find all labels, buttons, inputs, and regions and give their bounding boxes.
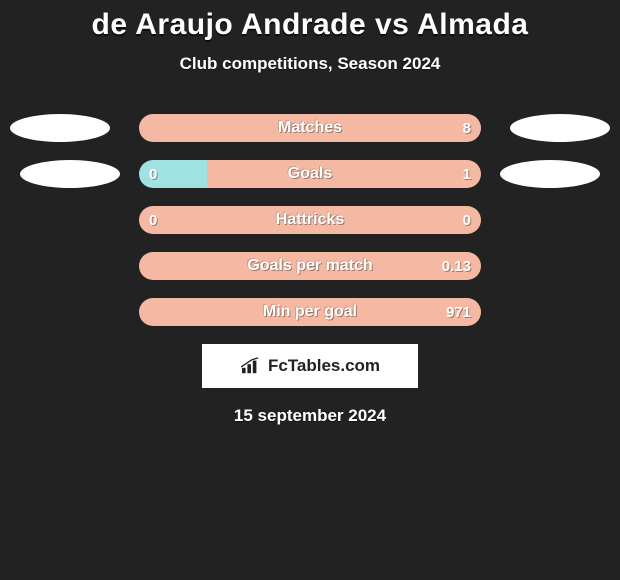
bar-segment-left bbox=[139, 160, 207, 188]
bar-chart-icon bbox=[240, 357, 262, 375]
bar-track bbox=[139, 114, 481, 142]
bar-segment-right bbox=[139, 298, 481, 326]
player-right-avatar-placeholder bbox=[510, 114, 610, 142]
stats-infographic: de Araujo Andrade vs Almada Club competi… bbox=[0, 0, 620, 426]
stat-row: Min per goal971 bbox=[139, 298, 481, 326]
comparison-bars: Matches8 Goals01 Hattricks00 Goals per matc… bbox=[139, 114, 481, 326]
bar-track bbox=[139, 160, 481, 188]
bar-segment-right bbox=[139, 206, 481, 234]
date-label: 15 september 2024 bbox=[0, 406, 620, 426]
player-left-flag-placeholder bbox=[20, 160, 120, 188]
bar-segment-right bbox=[139, 114, 481, 142]
stat-row: Goals per match0.13 bbox=[139, 252, 481, 280]
player-left-avatar-placeholder bbox=[10, 114, 110, 142]
stat-row: Matches8 bbox=[139, 114, 481, 142]
player-right-flag-placeholder bbox=[500, 160, 600, 188]
stat-row: Hattricks00 bbox=[139, 206, 481, 234]
stat-row: Goals01 bbox=[139, 160, 481, 188]
bar-track bbox=[139, 298, 481, 326]
brand-text: FcTables.com bbox=[268, 356, 380, 376]
bar-segment-right bbox=[139, 252, 481, 280]
bar-track bbox=[139, 206, 481, 234]
brand-box: FcTables.com bbox=[202, 344, 418, 388]
bar-track bbox=[139, 252, 481, 280]
chart-area: Matches8 Goals01 Hattricks00 Goals per matc… bbox=[0, 114, 620, 326]
bar-segment-right bbox=[207, 160, 481, 188]
page-title: de Araujo Andrade vs Almada bbox=[0, 8, 620, 42]
subtitle: Club competitions, Season 2024 bbox=[0, 54, 620, 74]
